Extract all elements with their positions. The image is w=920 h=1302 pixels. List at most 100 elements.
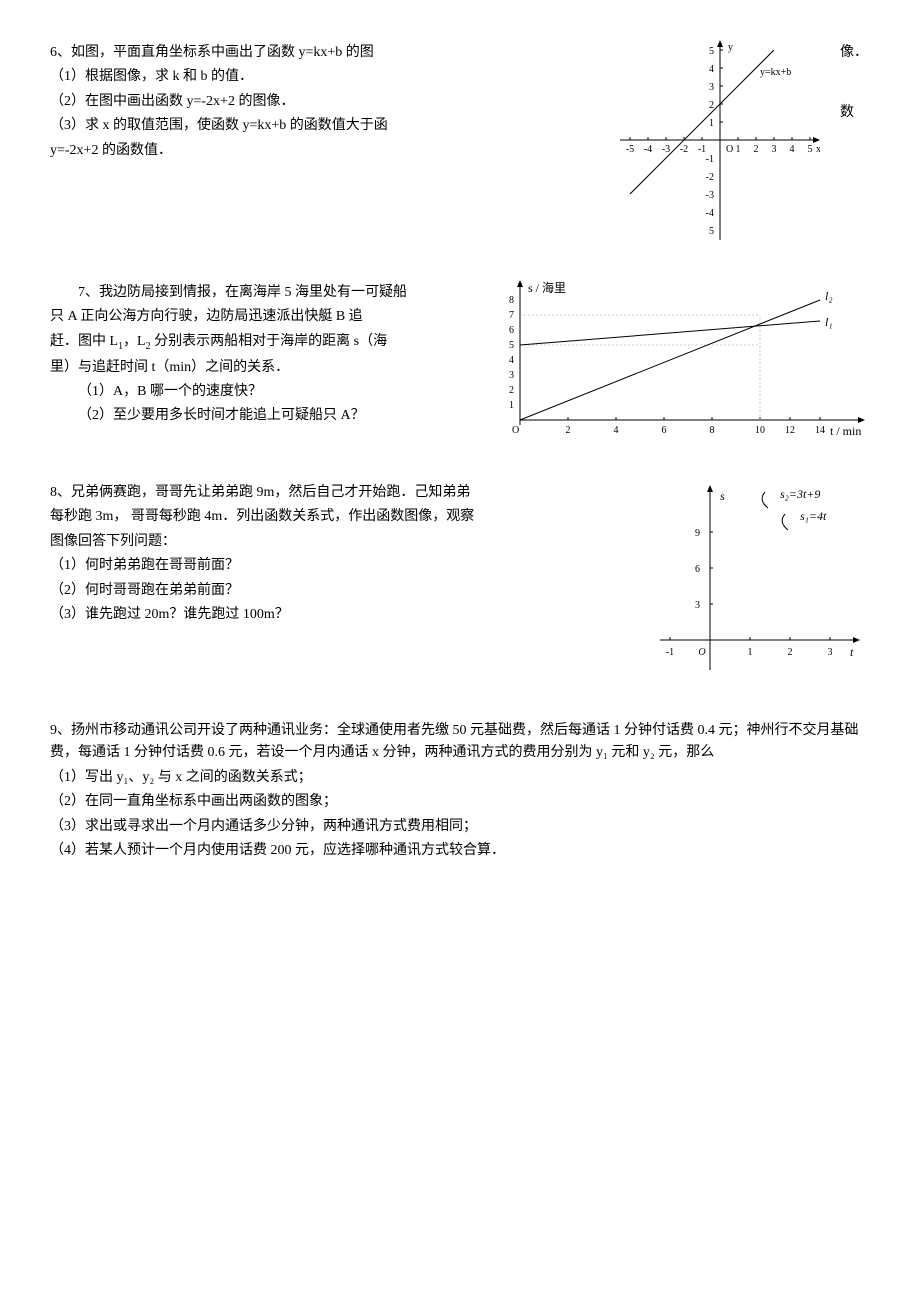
svg-text:-2: -2: [706, 172, 714, 183]
q6-suffix-col: 像． 数: [840, 40, 870, 127]
y-arrow: [517, 280, 523, 287]
svg-text:4: 4: [614, 425, 619, 436]
problem-7-row: 7、我边防局接到情报，在离海岸 5 海里处有一可疑船 只 A 正向公海方向行驶，…: [50, 280, 870, 440]
svg-text:-3: -3: [662, 144, 670, 155]
svg-text:10: 10: [755, 425, 765, 436]
problem-6-row: 6、如图，平面直角坐标系中画出了函数 y=kx+b 的图 （1）根据图像，求 k…: [50, 40, 870, 240]
q6-sub1: （1）根据图像，求 k 和 b 的值．: [50, 66, 600, 88]
q8-ylabel: s: [720, 489, 725, 503]
q9-sub1: （1）写出 y₁、y₂ 与 x 之间的函数关系式；: [50, 767, 870, 789]
q8-sub2: （2）何时哥哥跑在弟弟前面？: [50, 580, 630, 602]
svg-text:8: 8: [710, 425, 715, 436]
q6-sub3a: （3）求 x 的取值范围，使函数 y=kx+b 的函数值大于函: [50, 115, 600, 137]
svg-text:-4: -4: [706, 208, 714, 219]
q7-l2-label: l₂: [825, 289, 833, 303]
svg-text:5: 5: [709, 226, 714, 237]
problem-9: 9、扬州市移动通讯公司开设了两种通讯业务：全球通使用者先缴 50 元基础费，然后…: [50, 720, 870, 862]
svg-text:12: 12: [785, 425, 795, 436]
q7-number: 7、: [78, 285, 99, 300]
svg-text:O: O: [726, 144, 733, 155]
svg-text:1: 1: [736, 144, 741, 155]
svg-text:1: 1: [748, 647, 753, 658]
q6-line: [630, 50, 774, 194]
svg-text:-2: -2: [680, 144, 688, 155]
q7-sub2: （2）至少要用多长时间才能追上可疑船只 A？: [50, 405, 470, 427]
svg-text:2: 2: [509, 385, 514, 396]
svg-text:2: 2: [788, 647, 793, 658]
q6-sub3b: y=-2x+2 的函数值．: [50, 140, 600, 162]
problem-8-row: 8、兄弟俩赛跑，哥哥先让弟弟跑 9m，然后自己才开始跑．己知弟弟 每秒跑 3m，…: [50, 480, 870, 680]
svg-text:4: 4: [509, 355, 514, 366]
q7-sub1: （1）A，B 哪一个的速度快？: [50, 381, 470, 403]
y-arrow: [717, 40, 723, 47]
q7-chart: 1 2 3 4 5 6 7 8 2 4 6 8 10 12 14: [490, 280, 870, 440]
q7-svg: 1 2 3 4 5 6 7 8 2 4 6 8 10 12 14: [490, 280, 870, 440]
svg-text:4: 4: [709, 64, 714, 75]
problem-7: 7、我边防局接到情报，在离海岸 5 海里处有一可疑船 只 A 正向公海方向行驶，…: [50, 280, 870, 440]
q8-number: 8、: [50, 485, 71, 500]
q8-s2-label: s₂=3t+9: [780, 487, 820, 501]
svg-text:-1: -1: [706, 154, 714, 165]
q6-x-label: x: [816, 144, 820, 155]
svg-text:5: 5: [509, 340, 514, 351]
q8-line3: 图像回答下列问题：: [50, 531, 630, 553]
x-arrow: [853, 637, 860, 643]
svg-text:3: 3: [709, 82, 714, 93]
q6-suffix1: 像．: [840, 42, 870, 64]
svg-text:-5: -5: [626, 144, 634, 155]
problem-8: 8、兄弟俩赛跑，哥哥先让弟弟跑 9m，然后自己才开始跑．己知弟弟 每秒跑 3m，…: [50, 480, 870, 680]
q7-l1-label: l₁: [825, 315, 833, 329]
q9-sub2: （2）在同一直角坐标系中画出两函数的图象；: [50, 791, 870, 813]
svg-text:3: 3: [828, 647, 833, 658]
q9-para: 9、扬州市移动通讯公司开设了两种通讯业务：全球通使用者先缴 50 元基础费，然后…: [50, 720, 870, 765]
svg-text:1: 1: [709, 118, 714, 129]
svg-text:8: 8: [509, 295, 514, 306]
svg-text:4: 4: [790, 144, 795, 155]
svg-text:2: 2: [754, 144, 759, 155]
q8-chart: -1 O 1 2 3 3 6 9 s t s₂=3t+9 s₁: [650, 480, 870, 680]
q8-line1: 8、兄弟俩赛跑，哥哥先让弟弟跑 9m，然后自己才开始跑．己知弟弟: [50, 482, 630, 504]
q6-svg: -5 -4 -3 -2 -1 O 1 2 3 4 5 5 4 3 2 1: [620, 40, 820, 240]
q7-ylabel: s / 海里: [528, 280, 566, 295]
q6-stem1: 如图，平面直角坐标系中画出了函数 y=kx+b 的图: [71, 45, 374, 60]
svg-text:3: 3: [695, 600, 700, 611]
q6-stem: 6、如图，平面直角坐标系中画出了函数 y=kx+b 的图: [50, 42, 600, 64]
q9-sub4: （4）若某人预计一个月内使用话费 200 元，应选择哪种通讯方式较合算．: [50, 840, 870, 862]
svg-text:6: 6: [695, 564, 700, 575]
q7-line2: 只 A 正向公海方向行驶，边防局迅速派出快艇 B 追: [50, 306, 470, 328]
problem-7-text: 7、我边防局接到情报，在离海岸 5 海里处有一可疑船 只 A 正向公海方向行驶，…: [50, 280, 470, 430]
problem-6: 6、如图，平面直角坐标系中画出了函数 y=kx+b 的图 （1）根据图像，求 k…: [50, 40, 870, 240]
svg-text:-1: -1: [666, 647, 674, 658]
y-arrow: [707, 485, 713, 492]
svg-text:6: 6: [662, 425, 667, 436]
svg-text:-4: -4: [644, 144, 652, 155]
q8-svg: -1 O 1 2 3 3 6 9 s t s₂=3t+9 s₁: [650, 480, 870, 680]
x-arrow: [813, 137, 820, 143]
q6-suffix2: 数: [840, 102, 870, 124]
q7-line3: 赶．图中 L1，L2 分别表示两船相对于海岸的距离 s（海: [50, 331, 470, 355]
q7-xlabel: t / min: [830, 424, 861, 438]
svg-text:2: 2: [709, 100, 714, 111]
svg-text:-3: -3: [706, 190, 714, 201]
q7-line1: 7、我边防局接到情报，在离海岸 5 海里处有一可疑船: [50, 282, 470, 304]
problem-8-text: 8、兄弟俩赛跑，哥哥先让弟弟跑 9m，然后自己才开始跑．己知弟弟 每秒跑 3m，…: [50, 480, 630, 628]
svg-text:3: 3: [509, 370, 514, 381]
q7-yticks: 1 2 3 4 5 6 7 8: [509, 295, 514, 411]
q9-number: 9、: [50, 723, 71, 738]
q8-sub1: （1）何时弟弟跑在哥哥前面？: [50, 555, 630, 577]
q6-sub2: （2）在图中画出函数 y=-2x+2 的图像．: [50, 91, 600, 113]
q6-chart: -5 -4 -3 -2 -1 O 1 2 3 4 5 5 4 3 2 1: [620, 40, 820, 240]
q6-y-label: y: [728, 42, 733, 53]
q6-number: 6、: [50, 45, 71, 60]
q8-curve1: [762, 492, 768, 508]
q7-origin: O: [512, 425, 519, 436]
q9-sub3: （3）求出或寻求出一个月内通话多少分钟，两种通讯方式费用相同；: [50, 816, 870, 838]
q6-line-label: y=kx+b: [760, 67, 791, 78]
svg-text:1: 1: [509, 400, 514, 411]
svg-text:3: 3: [772, 144, 777, 155]
q8-sub3: （3）谁先跑过 20m？谁先跑过 100m？: [50, 604, 630, 626]
q7-l2: [520, 300, 820, 420]
q7-line4: 里）与追赶时间 t（min）之间的关系．: [50, 357, 470, 379]
problem-9-text: 9、扬州市移动通讯公司开设了两种通讯业务：全球通使用者先缴 50 元基础费，然后…: [50, 720, 870, 862]
q8-line2: 每秒跑 3m， 哥哥每秒跑 4m．列出函数关系式，作出函数图像，观察: [50, 506, 630, 528]
